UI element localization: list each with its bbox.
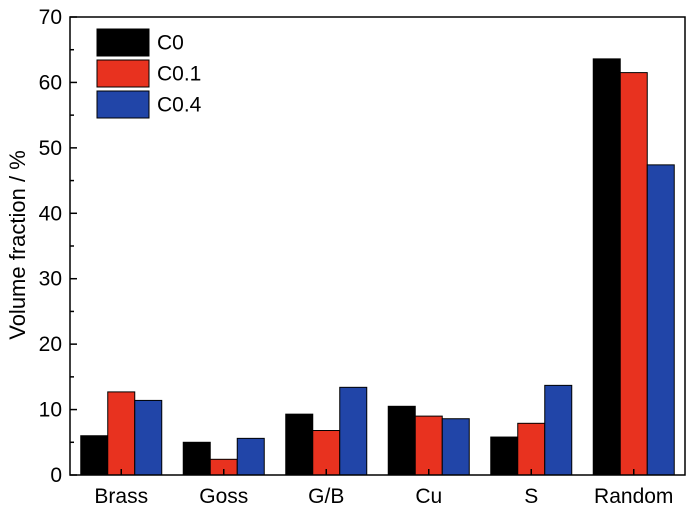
x-tick-label: S xyxy=(524,485,538,508)
y-tick-label: 0 xyxy=(50,464,62,487)
legend-swatch-C0.1 xyxy=(96,59,150,88)
y-tick-label: 30 xyxy=(39,268,62,291)
bar-C0.1-Cu xyxy=(414,415,443,476)
y-axis-title: Volume fraction / % xyxy=(5,150,30,340)
y-tick-label: 20 xyxy=(39,333,62,356)
legend-label-C0: C0 xyxy=(157,32,184,55)
bar-C0.4-Goss xyxy=(236,437,265,476)
bar-C0.1-G/B xyxy=(312,430,341,476)
legend-label-C0.1: C0.1 xyxy=(157,63,201,86)
bar-C0.1-S xyxy=(517,422,546,476)
y-tick-label: 70 xyxy=(39,6,62,29)
bar-C0-Goss xyxy=(182,441,211,476)
legend-swatch-C0 xyxy=(96,28,150,57)
x-tick-label: Goss xyxy=(199,485,248,508)
y-tick-label: 50 xyxy=(39,137,62,160)
y-tick-label: 10 xyxy=(39,399,62,422)
x-tick-label: Cu xyxy=(415,485,442,508)
y-tick-label: 40 xyxy=(39,202,62,225)
legend-swatch-C0.4 xyxy=(96,90,150,119)
bar-C0.1-Random xyxy=(619,72,648,476)
bar-C0-Brass xyxy=(80,435,109,476)
legend-label-C0.4: C0.4 xyxy=(157,94,202,117)
legend: C0 C0.1 C0.4 xyxy=(96,28,202,119)
bar-C0.4-G/B xyxy=(339,386,368,476)
bar-C0.4-S xyxy=(544,384,573,476)
bar-C0.4-Cu xyxy=(441,418,470,476)
bar-C0.1-Brass xyxy=(107,391,136,476)
x-tick-label: G/B xyxy=(308,485,344,508)
bar-C0-G/B xyxy=(285,413,314,476)
bar-C0-Cu xyxy=(387,405,416,476)
bars-layer xyxy=(80,58,675,476)
bar-C0.4-Random xyxy=(646,164,675,476)
x-tick-label: Brass xyxy=(94,485,148,508)
bar-C0-S xyxy=(490,436,519,476)
x-tick-label: Random xyxy=(594,485,673,508)
axes-layer: Brass Goss G/B Cu S Random 0 10 20 30 40 50 60 70 xyxy=(39,6,686,508)
bar-C0-Random xyxy=(592,58,621,476)
y-tick-label: 60 xyxy=(39,71,62,94)
bar-C0.4-Brass xyxy=(134,399,163,476)
